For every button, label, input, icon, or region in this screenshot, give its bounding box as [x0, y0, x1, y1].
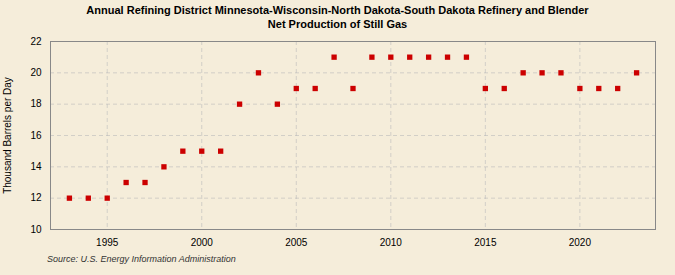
svg-text:2005: 2005	[285, 237, 308, 248]
svg-text:14: 14	[30, 161, 42, 172]
svg-text:2000: 2000	[191, 237, 214, 248]
html-text:Annual Refining District Minne: Annual Refining District Minnesota-Wisco…	[86, 4, 589, 16]
svg-text:2020: 2020	[569, 237, 592, 248]
html-text:Net Production of Still Gas: Net Production of Still Gas	[267, 18, 408, 30]
svg-text:18: 18	[30, 98, 42, 109]
svg-text:Thousand Barrels per Day: Thousand Barrels per Day	[2, 77, 13, 194]
svg-text:2010: 2010	[380, 237, 403, 248]
html-text:Source: U.S. Energy Informatio: Source: U.S. Energy Information Administ…	[47, 254, 236, 264]
svg-text:1995: 1995	[96, 237, 119, 248]
svg-text:2015: 2015	[474, 237, 497, 248]
svg-text:12: 12	[30, 192, 42, 203]
svg-text:22: 22	[30, 36, 42, 47]
svg-text:10: 10	[30, 224, 42, 235]
svg-text:20: 20	[30, 67, 42, 78]
svg-text:16: 16	[30, 130, 42, 141]
